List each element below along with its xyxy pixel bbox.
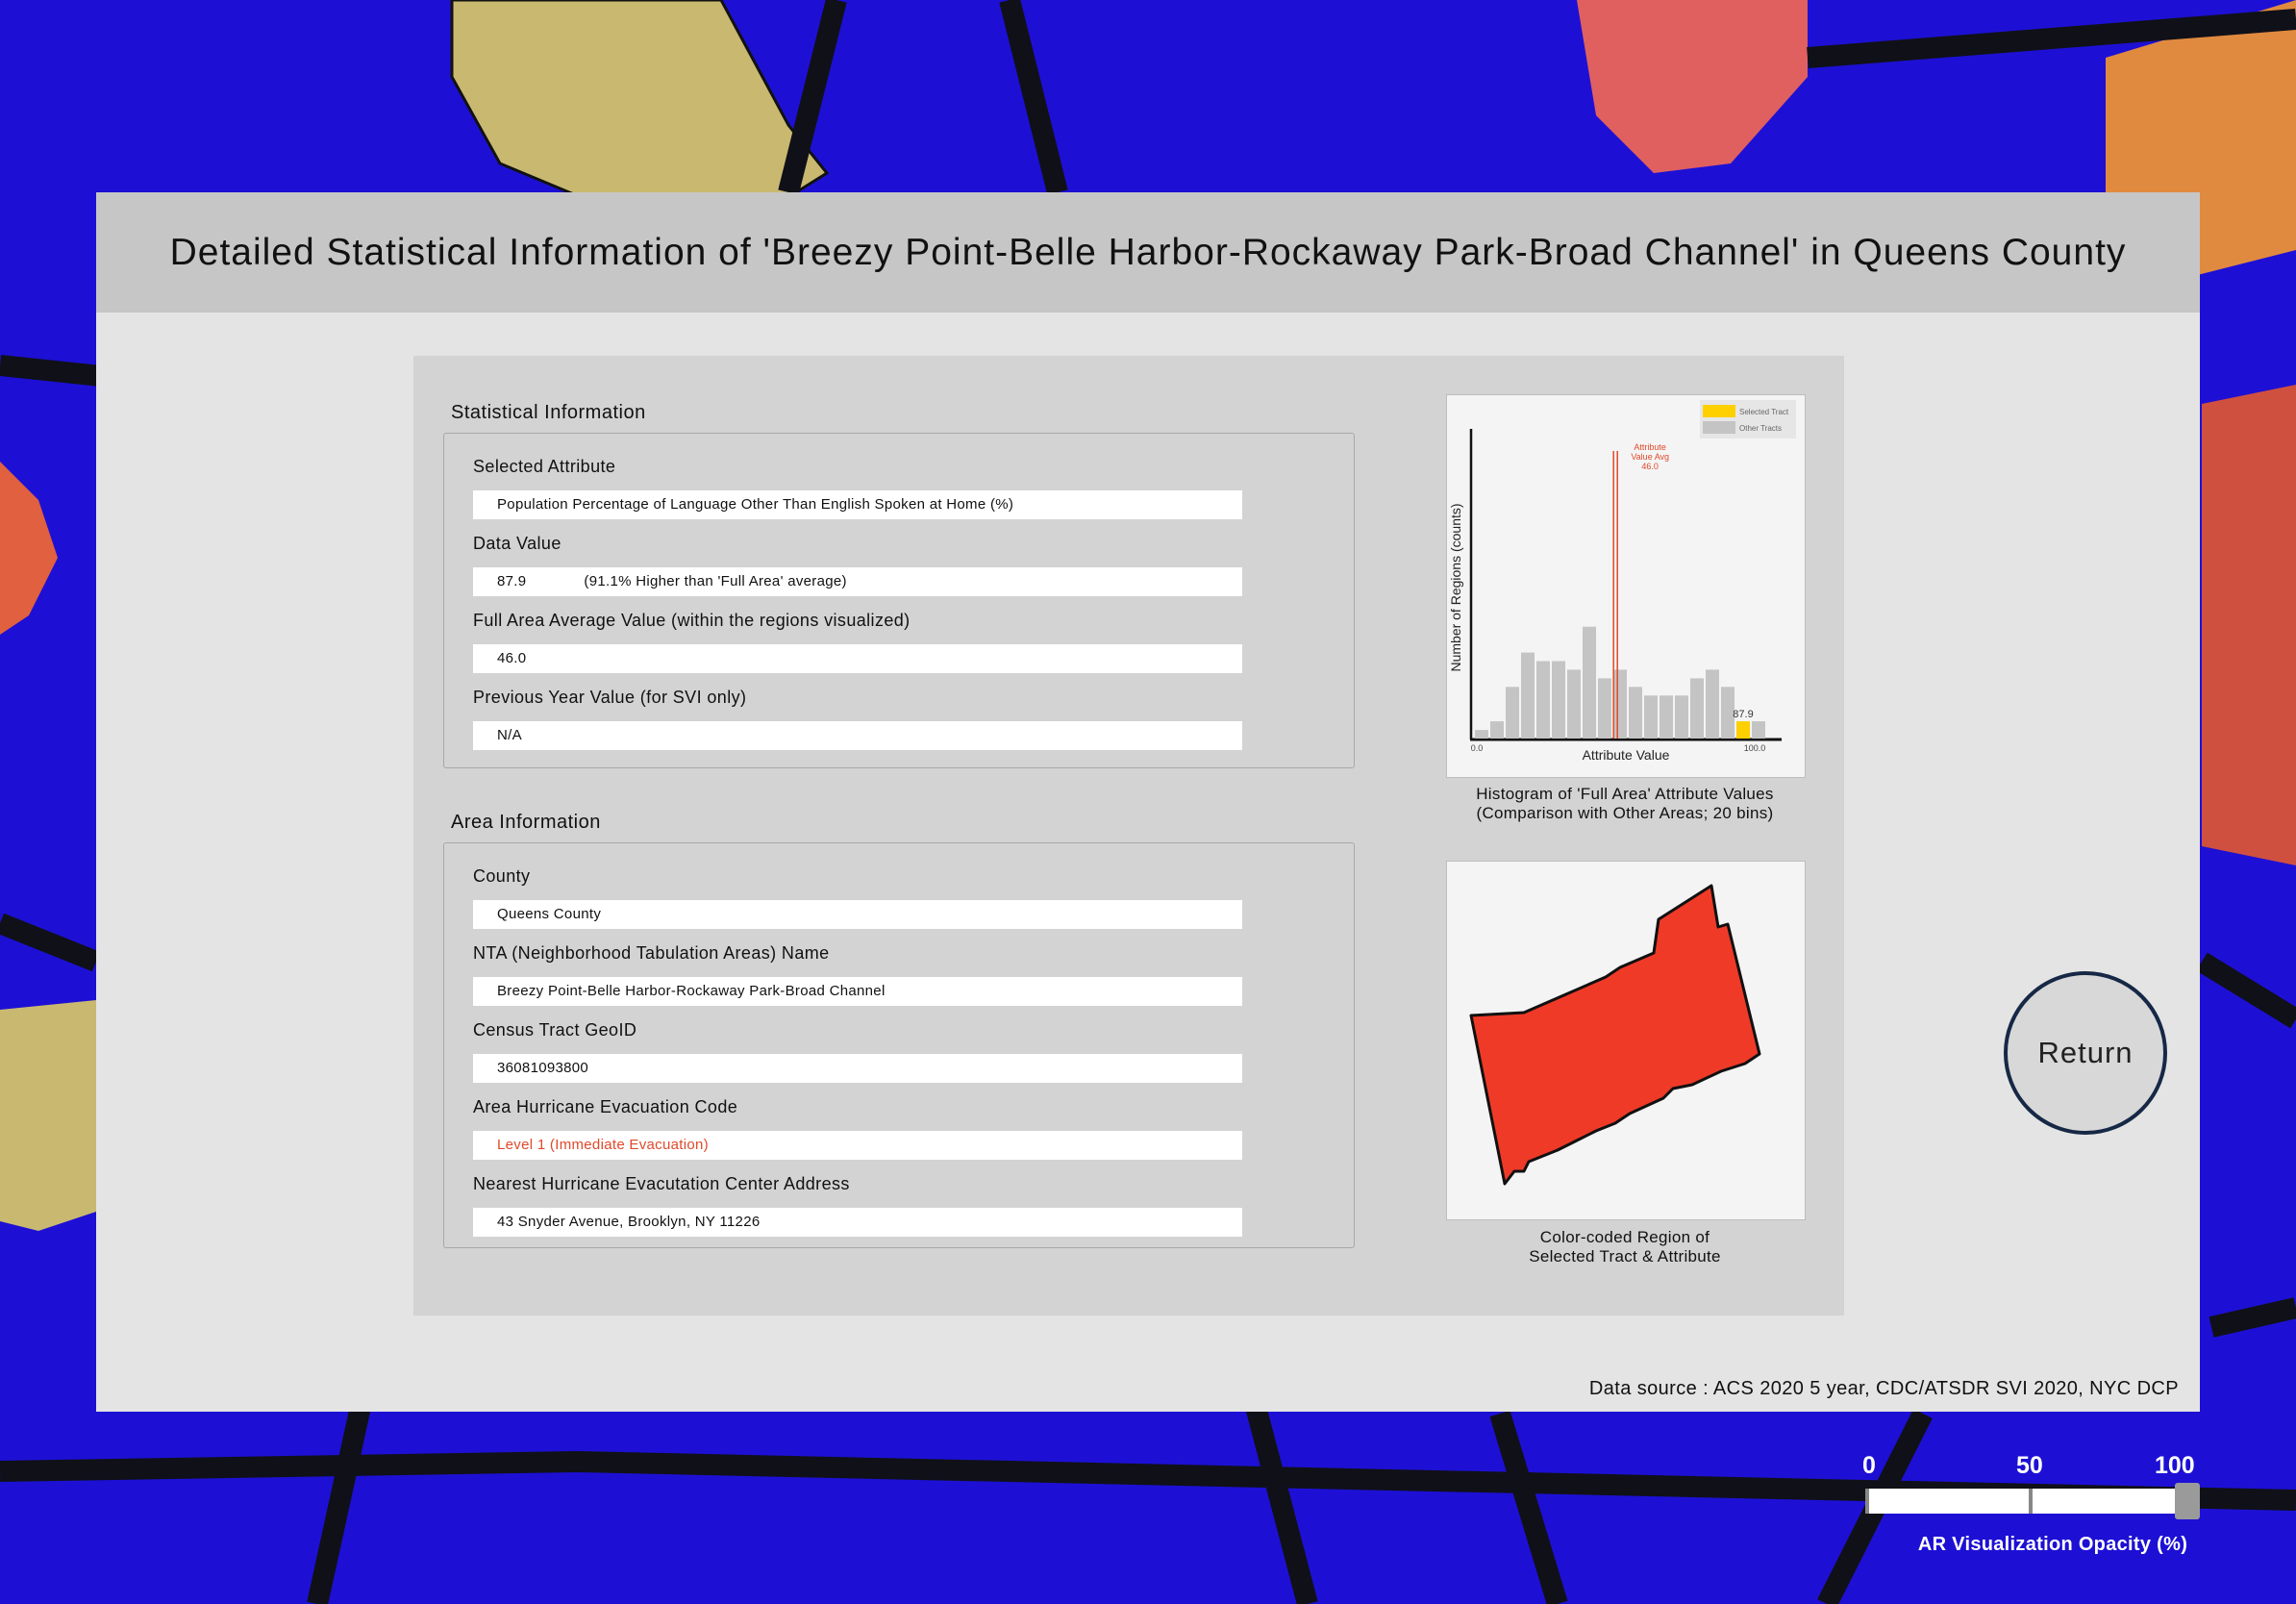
previous-year-field: N/A — [473, 721, 1242, 750]
nta-name-field: Breezy Point-Belle Harbor-Rockaway Park-… — [473, 977, 1242, 1006]
area-info-group: County Queens County NTA (Neighborhood T… — [443, 842, 1355, 1248]
histogram-bar-other-16 — [1721, 687, 1734, 739]
slider-handle[interactable] — [2175, 1483, 2200, 1519]
slider-label: AR Visualization Opacity (%) — [1917, 1534, 2188, 1555]
evacuation-center-label: Nearest Hurricane Evacutation Center Add… — [473, 1174, 850, 1193]
legend-label-selected: Selected Tract — [1739, 408, 1789, 416]
previous-year-value: N/A — [497, 727, 522, 743]
data-source: Data source : ACS 2020 5 year, CDC/ATSDR… — [1588, 1378, 2179, 1399]
avg-line-label-0: Attribute — [1634, 442, 1666, 452]
avg-line-label-2: 46.0 — [1641, 462, 1659, 471]
histogram-bar-other-13 — [1675, 695, 1688, 739]
histogram-bar-other-7 — [1583, 626, 1596, 739]
histogram-bar-other-5 — [1552, 661, 1565, 739]
selected-attribute-value: Population Percentage of Language Other … — [497, 496, 1014, 513]
nta-name-label: NTA (Neighborhood Tabulation Areas) Name — [473, 943, 830, 963]
data-value-label: Data Value — [473, 534, 562, 553]
y-axis-label: Number of Regions (counts) — [1448, 503, 1463, 671]
selected-value-label: 87.9 — [1733, 709, 1753, 720]
histogram-bar-selected-17 — [1736, 721, 1750, 739]
region-map — [1469, 884, 1761, 1186]
evacuation-center-field: 43 Snyder Avenue, Brooklyn, NY 11226 — [473, 1208, 1242, 1237]
nta-name-value: Breezy Point-Belle Harbor-Rockaway Park-… — [497, 983, 886, 999]
histogram-bar-other-12 — [1660, 695, 1673, 739]
histogram-bar-other-14 — [1690, 678, 1704, 739]
x-axis-label: Attribute Value — [1583, 747, 1670, 763]
histogram-bar-other-18 — [1752, 721, 1765, 739]
slider-tick-0: 0 — [1862, 1452, 1876, 1479]
selected-tract-region — [1469, 884, 1761, 1186]
geoid-label: Census Tract GeoID — [473, 1020, 637, 1040]
histogram-bar-other-3 — [1521, 652, 1535, 739]
page-title: Detailed Statistical Information of 'Bre… — [169, 231, 2127, 273]
data-value: 87.9 — [497, 573, 527, 589]
legend-label-other: Other Tracts — [1739, 424, 1782, 433]
previous-year-label: Previous Year Value (for SVI only) — [473, 688, 747, 707]
full-area-average-label: Full Area Average Value (within the regi… — [473, 611, 911, 630]
full-area-average-field: 46.0 — [473, 644, 1242, 673]
region-map-caption-line1: Color-coded Region of — [1539, 1228, 1710, 1246]
selected-attribute-label: Selected Attribute — [473, 457, 616, 476]
title-bar: Detailed Statistical Information of 'Bre… — [96, 192, 2200, 313]
histogram-bar-other-15 — [1706, 669, 1719, 739]
histogram-bar-other-4 — [1536, 661, 1550, 739]
evacuation-center-value: 43 Snyder Avenue, Brooklyn, NY 11226 — [497, 1214, 761, 1230]
histogram-figure: 87.9 Attribute Value Avg 46.0 Number of Re… — [1446, 394, 1806, 778]
x-tick-min: 0.0 — [1471, 743, 1484, 753]
opacity-slider[interactable]: 0 50 100 AR Visualization Opacity (%) — [1856, 1452, 2211, 1558]
histogram-bar-other-8 — [1598, 678, 1611, 739]
return-button[interactable]: Return — [2004, 971, 2167, 1135]
county-field: Queens County — [473, 900, 1242, 929]
histogram-caption-line2: (Comparison with Other Areas; 20 bins) — [1476, 804, 1774, 822]
region-map-caption-line2: Selected Tract & Attribute — [1529, 1247, 1721, 1266]
legend-swatch-other — [1703, 421, 1735, 434]
statistical-info-heading: Statistical Information — [451, 402, 646, 423]
legend-swatch-selected — [1703, 405, 1735, 417]
area-info-heading: Area Information — [451, 812, 601, 833]
histogram-legend: Selected Tract Other Tracts — [1700, 400, 1796, 439]
evacuation-code-label: Area Hurricane Evacuation Code — [473, 1097, 738, 1116]
geoid-value: 36081093800 — [497, 1060, 589, 1076]
data-value-field: 87.9 (91.1% Higher than 'Full Area' avera… — [473, 567, 1242, 596]
region-map-figure — [1446, 861, 1806, 1220]
content-area: Statistical Information Selected Attribu… — [413, 356, 1844, 1316]
county-value: Queens County — [497, 906, 602, 922]
detail-panel: Detailed Statistical Information of 'Bre… — [96, 192, 2200, 1412]
evacuation-code-field: Level 1 (Immediate Evacuation) — [473, 1131, 1242, 1160]
slider-mark-50 — [2029, 1489, 2033, 1514]
histogram-bar-other-11 — [1644, 695, 1658, 739]
slider-mark-0 — [1865, 1489, 1869, 1514]
data-value-comparison: (91.1% Higher than 'Full Area' average) — [584, 573, 847, 589]
histogram-caption-line1: Histogram of 'Full Area' Attribute Value… — [1476, 785, 1774, 803]
geoid-field: 36081093800 — [473, 1054, 1242, 1083]
histogram-bar-other-10 — [1629, 687, 1642, 739]
histogram-bar-other-9 — [1613, 669, 1627, 739]
slider-tick-100: 100 — [2155, 1452, 2195, 1479]
statistical-info-group: Selected Attribute Population Percentage… — [443, 433, 1355, 768]
full-area-average-value: 46.0 — [497, 650, 527, 666]
slider-tick-50: 50 — [2016, 1452, 2043, 1479]
histogram-bar-other-2 — [1506, 687, 1519, 739]
histogram-caption: Histogram of 'Full Area' Attribute Value… — [1408, 785, 1842, 823]
selected-attribute-field: Population Percentage of Language Other … — [473, 490, 1242, 519]
x-tick-max: 100.0 — [1744, 743, 1766, 753]
slider-track[interactable] — [1865, 1489, 2187, 1514]
region-map-caption: Color-coded Region of Selected Tract & A… — [1408, 1228, 1842, 1266]
avg-line-label-1: Value Avg — [1631, 452, 1669, 462]
county-label: County — [473, 866, 531, 886]
histogram-bar-other-0 — [1475, 730, 1488, 739]
evacuation-code-value: Level 1 (Immediate Evacuation) — [497, 1137, 709, 1153]
histogram-bar-other-1 — [1490, 721, 1504, 739]
histogram-bar-other-6 — [1567, 669, 1581, 739]
